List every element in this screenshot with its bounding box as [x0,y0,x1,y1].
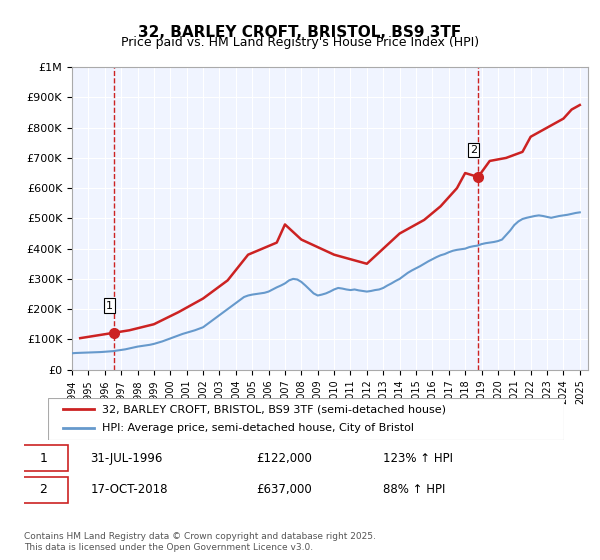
Text: Price paid vs. HM Land Registry's House Price Index (HPI): Price paid vs. HM Land Registry's House … [121,36,479,49]
Text: 123% ↑ HPI: 123% ↑ HPI [383,452,453,465]
Text: 17-OCT-2018: 17-OCT-2018 [90,483,168,496]
Text: 32, BARLEY CROFT, BRISTOL, BS9 3TF: 32, BARLEY CROFT, BRISTOL, BS9 3TF [139,25,461,40]
FancyBboxPatch shape [19,445,68,471]
Text: 31-JUL-1996: 31-JUL-1996 [90,452,163,465]
Text: Contains HM Land Registry data © Crown copyright and database right 2025.
This d: Contains HM Land Registry data © Crown c… [24,532,376,552]
Text: £637,000: £637,000 [256,483,311,496]
FancyBboxPatch shape [48,398,564,440]
FancyBboxPatch shape [19,477,68,503]
Text: 1: 1 [106,301,113,310]
Text: 88% ↑ HPI: 88% ↑ HPI [383,483,445,496]
Text: 2: 2 [40,483,47,496]
Text: HPI: Average price, semi-detached house, City of Bristol: HPI: Average price, semi-detached house,… [102,423,414,433]
Text: 1: 1 [40,452,47,465]
Text: 2: 2 [470,145,477,155]
Text: £122,000: £122,000 [256,452,312,465]
Text: 32, BARLEY CROFT, BRISTOL, BS9 3TF (semi-detached house): 32, BARLEY CROFT, BRISTOL, BS9 3TF (semi… [102,404,446,414]
